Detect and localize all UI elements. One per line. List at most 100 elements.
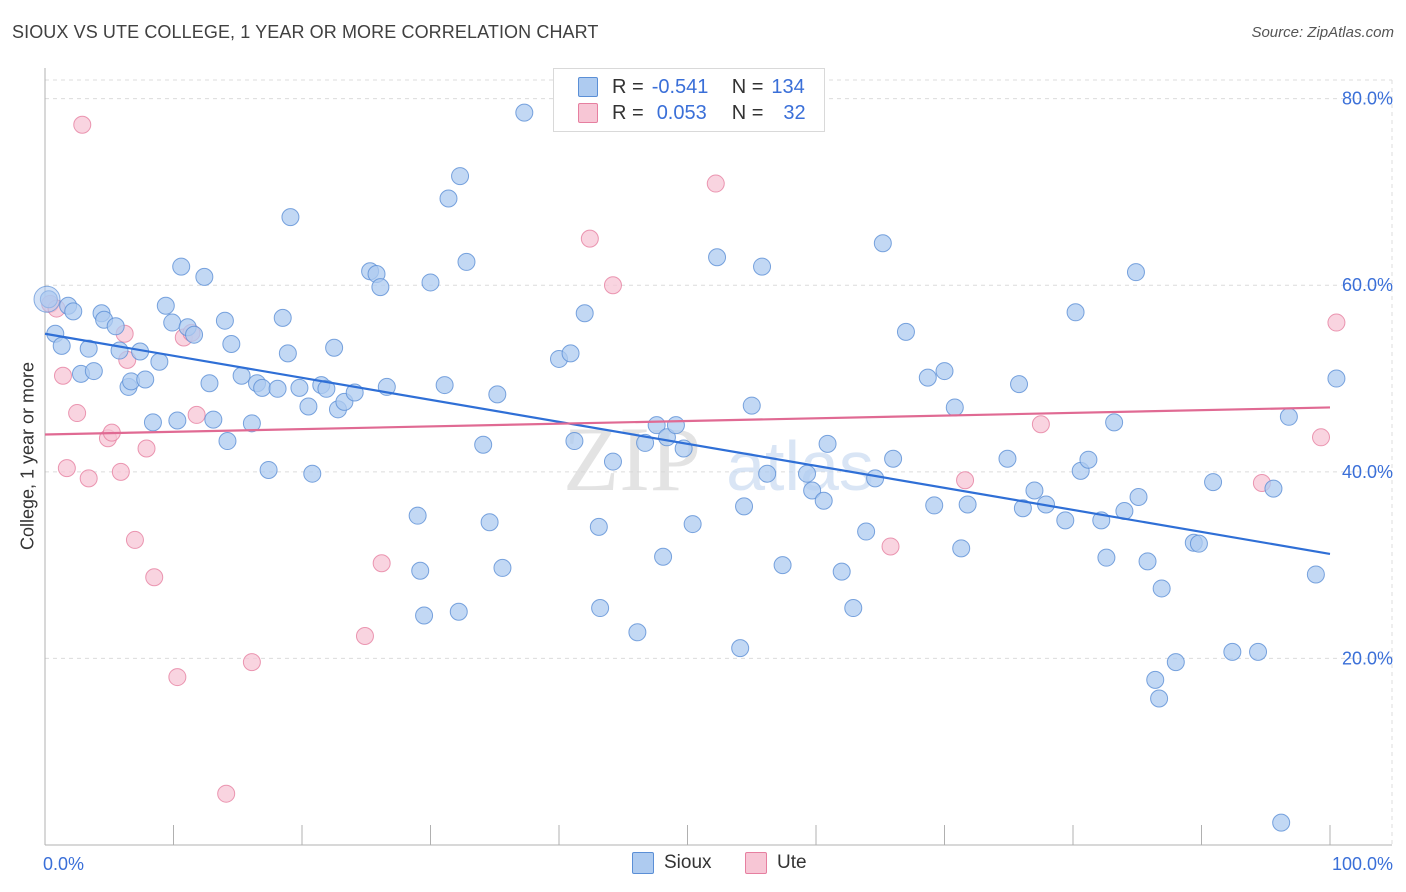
legend-item-ute[interactable]: Ute [745, 852, 807, 874]
y-tick-label: 60.0% [1342, 275, 1393, 295]
ute-point [68, 404, 87, 423]
sioux-point [474, 435, 493, 454]
sioux-point [708, 248, 727, 267]
sioux-point [150, 352, 169, 371]
sioux-point [268, 379, 287, 398]
sioux-point [1097, 548, 1116, 567]
sioux-point [628, 623, 647, 642]
sioux-point [1138, 552, 1157, 571]
sioux-point [273, 308, 292, 327]
sioux-point [1223, 642, 1242, 661]
sioux-point [299, 397, 318, 416]
sioux-point [814, 491, 833, 510]
sioux-point [1166, 653, 1185, 672]
sioux-point [136, 370, 155, 389]
sioux-point [884, 449, 903, 468]
sioux-point [1066, 303, 1085, 322]
sioux-point [1056, 511, 1075, 530]
sioux-point [218, 432, 237, 451]
sioux-point [1105, 413, 1124, 432]
sioux-point [232, 366, 251, 385]
sioux-point [106, 317, 125, 336]
sioux-point [758, 464, 777, 483]
sioux-point [857, 522, 876, 541]
legend-r-value-ute: 0.053 [656, 101, 707, 124]
legend-row-sioux: R = -0.541 N = 134 [578, 74, 805, 100]
sioux-point [52, 336, 71, 355]
sioux-point [925, 496, 944, 515]
sioux-point [1010, 375, 1029, 394]
sioux-point [735, 497, 754, 516]
sioux-point [958, 495, 977, 514]
sioux-point [195, 267, 214, 286]
ute-point [355, 627, 374, 646]
legend-label-sioux: Sioux [664, 852, 712, 873]
legend-item-sioux[interactable]: Sioux [632, 852, 712, 874]
sioux-point [753, 257, 772, 276]
ute-point [57, 459, 76, 478]
sioux-point [325, 338, 344, 357]
sioux-point [317, 379, 336, 398]
sioux-point [371, 278, 390, 297]
sioux-point [172, 257, 191, 276]
sioux-point [803, 481, 822, 500]
sioux-point [84, 362, 103, 381]
sioux-point [742, 396, 761, 415]
sioux-trend-line [44, 332, 1331, 556]
sioux-point [200, 374, 219, 393]
sioux-point [561, 344, 580, 363]
legend-swatch-ute [578, 103, 598, 123]
ute-point [580, 229, 599, 248]
sioux-point [222, 335, 241, 354]
sioux-point [1079, 450, 1098, 469]
sioux-point [1152, 579, 1171, 598]
sioux-point [1264, 479, 1283, 498]
sioux-point [253, 378, 272, 397]
sioux-point [421, 273, 440, 292]
y-tick-label: 40.0% [1342, 462, 1393, 482]
chart-title: SIOUX VS UTE COLLEGE, 1 YEAR OR MORE COR… [12, 22, 599, 42]
sioux-point [998, 449, 1017, 468]
sioux-point [1327, 369, 1346, 388]
legend-n-value-ute: 32 [783, 101, 806, 124]
sioux-point [290, 378, 309, 397]
sioux-point [457, 252, 476, 271]
sioux-point [1249, 642, 1268, 661]
sioux-point [935, 362, 954, 381]
gridlines [45, 79, 1393, 845]
legend-row-ute: R = 0.053 N = 32 [578, 100, 806, 126]
sioux-point [493, 558, 512, 577]
sioux-point [636, 433, 655, 452]
sioux-point [873, 234, 892, 253]
sioux-point [731, 639, 750, 658]
sioux-point [408, 506, 427, 525]
sioux-point [575, 304, 594, 323]
ute-point [706, 174, 725, 193]
sioux-point [163, 313, 182, 332]
sioux-point [303, 464, 322, 483]
ute-point [73, 115, 92, 134]
legend-swatch-ute [745, 852, 767, 874]
ute-point [1312, 428, 1331, 447]
sioux-point [666, 416, 685, 435]
sioux-point [844, 599, 863, 618]
legend-swatch-sioux [578, 77, 598, 97]
sioux-point [515, 103, 534, 122]
x-tick-label: 100.0% [1332, 854, 1393, 874]
sioux-point [449, 602, 468, 621]
y-tick-label: 20.0% [1342, 648, 1393, 668]
ute-point [217, 784, 236, 803]
sioux-point [773, 556, 792, 575]
sioux-point [278, 344, 297, 363]
tick-labels: 20.0% 40.0% 60.0% 80.0% 0.0% 100.0% [43, 89, 1393, 874]
sioux-point [143, 413, 162, 432]
legend-r-label: R = [612, 75, 644, 98]
stats-legend: R = -0.541 N = 134 R = 0.053 N = 32 [553, 68, 825, 132]
sioux-point [591, 599, 610, 618]
ute-point [603, 276, 622, 295]
sioux-point [64, 302, 83, 321]
y-tick-label: 80.0% [1342, 89, 1393, 109]
trend-lines [44, 332, 1331, 556]
sioux-point [654, 547, 673, 566]
